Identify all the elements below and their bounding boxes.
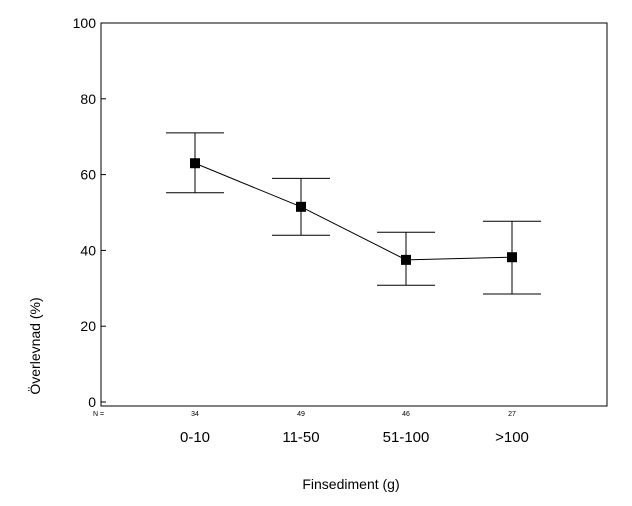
y-tick-label: 100: [73, 15, 97, 31]
data-point-marker: [401, 254, 411, 265]
series-line-group: [194, 162, 513, 261]
y-tick-label: 20: [80, 318, 96, 334]
x-category-label: 0-10: [180, 429, 210, 446]
x-axis: N = 34 0-10 49 11-50 46 51-100 27 >100: [93, 411, 529, 446]
plot-frame: [100, 22, 608, 407]
x-category-label: >100: [495, 429, 529, 446]
data-point-marker: [507, 252, 517, 263]
x-axis-title: Finsediment (g): [302, 476, 399, 492]
x-category-label: 51-100: [383, 429, 430, 446]
markers: [190, 158, 517, 265]
n-value-label: 46: [402, 411, 410, 418]
y-tick-label: 0: [88, 394, 96, 410]
y-axis-title: Överlevnad (%): [26, 297, 43, 394]
n-value-label: 27: [508, 411, 516, 418]
y-tick-label: 80: [80, 91, 96, 107]
n-prefix-label: N =: [93, 411, 104, 418]
series-line: [194, 162, 513, 261]
y-tick-label: 40: [80, 242, 96, 258]
y-tick-label: 60: [80, 167, 96, 183]
n-value-label: 34: [191, 411, 199, 418]
data-point-marker: [190, 158, 200, 169]
data-point-marker: [296, 201, 306, 212]
y-axis: 0 20 40 60 80 100: [73, 15, 106, 410]
n-value-label: 49: [297, 411, 305, 418]
x-category-label: 11-50: [282, 429, 319, 446]
error-bars: [166, 132, 541, 295]
